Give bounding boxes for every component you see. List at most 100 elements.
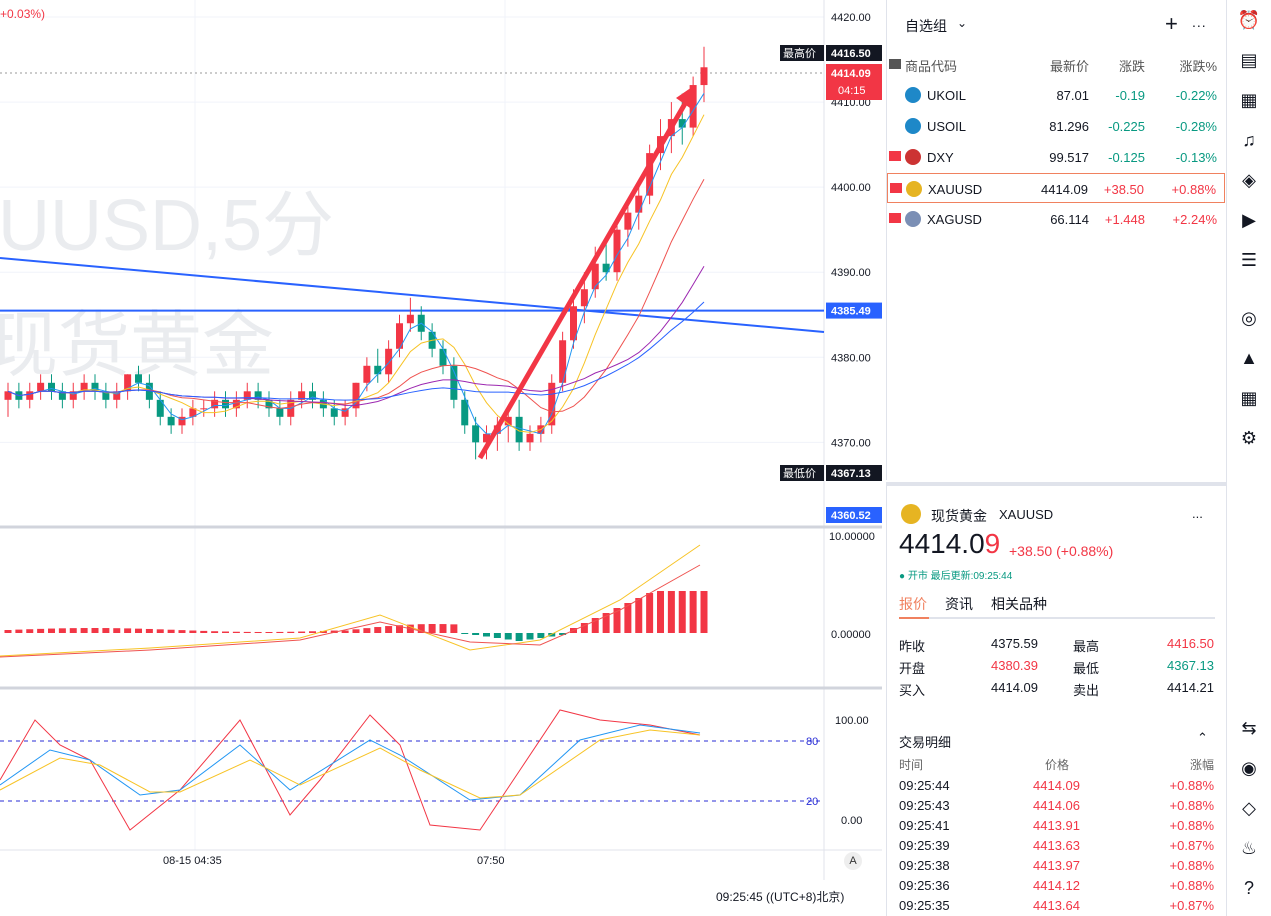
col-symbol[interactable]: 商品代码: [905, 56, 957, 75]
trade-change: +0.88%: [1170, 778, 1214, 793]
headset-icon[interactable]: ♨: [1237, 836, 1261, 860]
bell-icon[interactable]: ♫: [1237, 128, 1261, 152]
macd-bar: [646, 593, 653, 633]
macd-bar: [505, 633, 512, 640]
row-last: 99.517: [1049, 150, 1089, 165]
row-change: -0.125: [1108, 150, 1145, 165]
auto-scale-button[interactable]: A: [844, 852, 862, 870]
macd-bar: [527, 633, 534, 640]
macd-bar: [266, 632, 273, 633]
symbol-logo-icon: [905, 149, 921, 165]
chevron-down-icon[interactable]: ⌄: [957, 16, 967, 30]
macd-bar: [37, 629, 44, 633]
macd-bar: [179, 630, 186, 633]
trade-change: +0.87%: [1170, 898, 1214, 913]
row-percent: -0.13%: [1176, 150, 1217, 165]
macd-bar: [450, 624, 457, 633]
flag-icon[interactable]: [889, 151, 901, 161]
stat-label: 卖出: [1073, 680, 1099, 699]
pair-icon[interactable]: ⇆: [1237, 716, 1261, 740]
macd-bar: [374, 627, 381, 633]
watermark-symbol: UUSD,5分: [0, 186, 334, 266]
detail-change: +38.50 (+0.88%): [1009, 543, 1113, 559]
trade-price: 4413.63: [1033, 838, 1080, 853]
low-value: 4367.13: [831, 468, 871, 480]
macd-bar: [668, 591, 675, 633]
flag-icon[interactable]: [889, 213, 901, 223]
collapse-icon[interactable]: ⌃: [1197, 730, 1208, 746]
row-last: 81.296: [1049, 119, 1089, 134]
network-icon[interactable]: ⚙: [1237, 426, 1261, 450]
row-symbol: XAUUSD: [928, 182, 982, 197]
candle-body: [26, 391, 33, 400]
trade-time: 09:25:43: [899, 798, 950, 813]
trade-price: 4414.06: [1033, 798, 1080, 813]
watchlist-row[interactable]: USOIL 81.296 -0.225 -0.28%: [887, 111, 1225, 141]
right-toolbar: ⏰ ▤ ▦ ♫ ◈ ▶ ☰ ◎ ▲ ▦ ⚙ ⇆ ◉ ◇ ♨?: [1226, 0, 1271, 916]
flag-icon[interactable]: [890, 183, 902, 193]
watchlist-row[interactable]: XAUUSD 4414.09 +38.50 +0.88%: [887, 173, 1225, 203]
bottom-value: 4360.52: [831, 510, 871, 522]
help-icon[interactable]: ?: [1237, 876, 1261, 900]
macd-bar: [157, 629, 164, 633]
detail-tab[interactable]: 资讯: [945, 594, 973, 614]
alert-icon[interactable]: ⏰: [1237, 8, 1261, 32]
macd-bar: [548, 633, 555, 637]
trade-time: 09:25:35: [899, 898, 950, 913]
macd-bar: [516, 633, 523, 641]
macd-bar: [440, 624, 447, 633]
watchlist-row[interactable]: XAGUSD 66.114 +1.448 +2.24%: [887, 204, 1225, 234]
macd-bar: [244, 632, 251, 633]
detail-more-button[interactable]: ...: [1192, 506, 1203, 521]
layers-icon[interactable]: ◈: [1237, 168, 1261, 192]
detail-tab[interactable]: 报价: [899, 594, 927, 614]
stat-label: 最高: [1073, 636, 1099, 655]
symbol-details-panel: 现货黄金 XAUUSD... 4414.09 +38.50 (+0.88%) ● 开市 …: [886, 482, 1226, 916]
stat-label: 昨收: [899, 636, 925, 655]
stoch-tick: 100.00: [835, 715, 869, 727]
stat-value: 4375.59: [991, 636, 1038, 651]
candle-body: [276, 408, 283, 417]
document-icon[interactable]: ▤: [1237, 48, 1261, 72]
chart-area[interactable]: UUSD,5分 现货黄金 4420.00 4410.00 4400.00 4390.00 4…: [0, 0, 882, 916]
watchlist-row[interactable]: DXY 99.517 -0.125 -0.13%: [887, 142, 1225, 172]
macd-bar: [113, 628, 120, 633]
add-symbol-button[interactable]: +: [1165, 11, 1178, 37]
high-value: 4416.50: [831, 48, 871, 60]
detail-price: 4414.09: [899, 528, 1000, 560]
row-percent: -0.28%: [1176, 119, 1217, 134]
detail-tab[interactable]: 相关品种: [991, 594, 1047, 614]
macd-tick: 0.00000: [831, 629, 871, 641]
trade-price: 4413.97: [1033, 858, 1080, 873]
eye-icon[interactable]: ◉: [1237, 756, 1261, 780]
trade-price: 4414.12: [1033, 878, 1080, 893]
candle-body: [527, 434, 534, 443]
grid-icon[interactable]: ▦: [1237, 386, 1261, 410]
macd-bar: [81, 628, 88, 633]
watchlist-row[interactable]: UKOIL 87.01 -0.19 -0.22%: [887, 80, 1225, 110]
candle-body: [559, 340, 566, 383]
target-icon[interactable]: ◎: [1237, 306, 1261, 330]
trade-time: 09:25:39: [899, 838, 950, 853]
macd-line: [0, 565, 700, 657]
calendar-icon[interactable]: ▦: [1237, 88, 1261, 112]
col-change[interactable]: 涨跌: [1119, 56, 1145, 75]
education-icon[interactable]: ▲: [1237, 346, 1261, 370]
more-menu-button[interactable]: ...: [1192, 14, 1207, 30]
macd-bar: [679, 591, 686, 633]
col-percent[interactable]: 涨跌%: [1179, 56, 1217, 75]
col-last[interactable]: 最新价: [1050, 56, 1089, 75]
price-tick: 4380.00: [831, 352, 871, 364]
detail-symbol: XAUUSD: [999, 507, 1053, 522]
handshake-icon[interactable]: ◇: [1237, 796, 1261, 820]
low-label: 最低价: [783, 467, 816, 480]
macd-bar: [102, 628, 109, 633]
tab-underline: [899, 617, 1215, 619]
row-symbol: DXY: [927, 150, 954, 165]
chat-icon[interactable]: ☰: [1237, 248, 1261, 272]
candle-body: [472, 425, 479, 442]
watchlist-title[interactable]: 自选组: [905, 16, 947, 36]
stoch-d-line: [0, 725, 700, 800]
video-icon[interactable]: ▶: [1237, 208, 1261, 232]
